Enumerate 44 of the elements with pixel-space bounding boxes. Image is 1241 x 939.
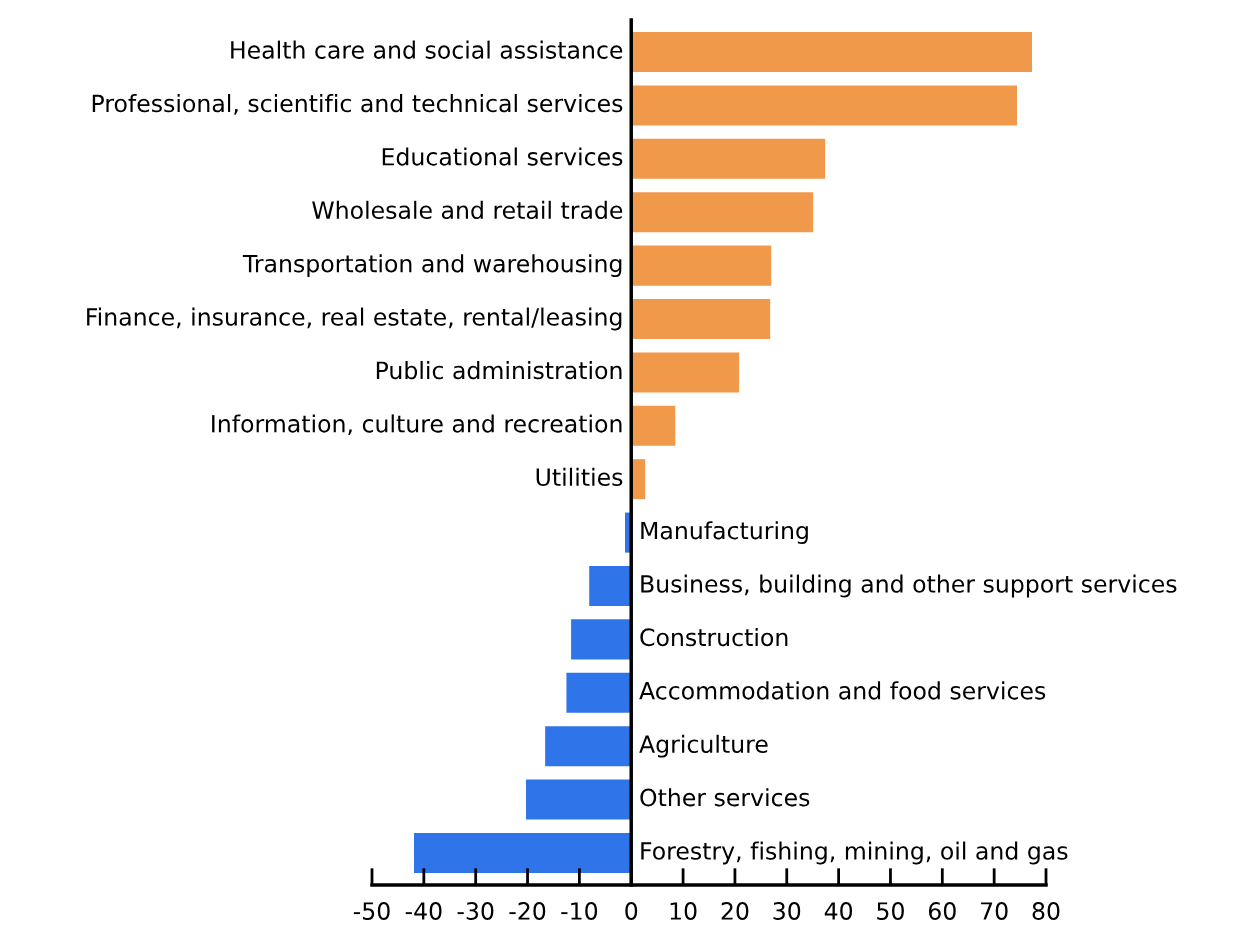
x-tick-label: 0 bbox=[625, 902, 638, 920]
bar bbox=[545, 726, 632, 767]
x-tick-label: -10 bbox=[561, 902, 598, 920]
y-tick-label: Agriculture bbox=[639, 734, 768, 758]
bar bbox=[631, 138, 826, 179]
bar bbox=[525, 779, 632, 820]
x-tick-label: -20 bbox=[509, 902, 546, 920]
bar bbox=[631, 85, 1017, 126]
y-tick-label: Forestry, fishing, mining, oil and gas bbox=[641, 841, 1068, 865]
x-tick-label: 10 bbox=[670, 902, 697, 920]
x-tick-label: -40 bbox=[405, 902, 442, 920]
bar bbox=[631, 352, 740, 393]
y-tick-label: Accommodation and food services bbox=[639, 681, 1046, 700]
y-tick-label: Other services bbox=[640, 788, 810, 807]
bar bbox=[631, 32, 1032, 73]
y-tick-label: Health care and social assistance bbox=[231, 40, 623, 59]
bar bbox=[631, 245, 772, 286]
y-tick-label: Manufacturing bbox=[641, 521, 808, 545]
x-tick-label: 50 bbox=[877, 902, 904, 920]
x-tick-label: 70 bbox=[981, 902, 1008, 920]
y-tick-label: Educational services bbox=[382, 147, 623, 166]
bar bbox=[414, 832, 632, 873]
x-tick-label: 40 bbox=[824, 902, 853, 920]
bar bbox=[631, 192, 814, 233]
x-tick-label: 20 bbox=[721, 902, 749, 920]
x-tick-label: 30 bbox=[773, 902, 801, 920]
x-tick-label: 80 bbox=[1032, 902, 1060, 920]
y-tick-label: Finance, insurance, real estate, rental/leasing bbox=[87, 307, 622, 331]
x-tick-label: -30 bbox=[457, 902, 494, 920]
y-tick-label: Professional, scientific and technical services bbox=[92, 94, 623, 115]
x-tick-label: -50 bbox=[353, 902, 390, 920]
y-tick-label: Business, building and other support services bbox=[641, 574, 1177, 598]
x-tick-label: 60 bbox=[928, 902, 956, 920]
y-tick-label: Construction bbox=[640, 627, 788, 647]
y-tick-label: Wholesale and retail trade bbox=[312, 200, 623, 220]
bar bbox=[631, 405, 676, 446]
bar bbox=[571, 619, 632, 660]
bar bbox=[589, 565, 632, 607]
y-tick-label: Utilities bbox=[536, 467, 623, 487]
y-tick-label: Transportation and warehousing bbox=[242, 254, 622, 278]
bar bbox=[566, 672, 632, 713]
bar bbox=[631, 298, 771, 340]
y-tick-label: Information, culture and recreation bbox=[212, 414, 622, 436]
y-tick-label: Public administration bbox=[376, 360, 622, 380]
